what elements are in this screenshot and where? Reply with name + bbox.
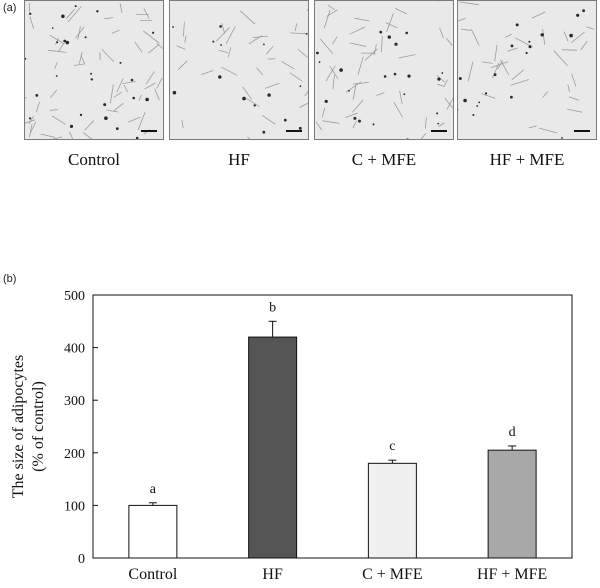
plot-frame xyxy=(92,294,573,559)
micrograph-hf-mfe xyxy=(457,0,597,140)
y-axis-label-unit: (% of control) xyxy=(30,381,47,472)
y-tick-label: 500 xyxy=(64,289,85,304)
x-tick-label: Control xyxy=(128,566,177,583)
bar xyxy=(128,504,178,559)
x-tick-label: C + MFE xyxy=(362,566,423,583)
significance-letter: a xyxy=(150,482,157,497)
micrograph-control xyxy=(24,0,164,140)
micrograph-label-hf: HF xyxy=(228,150,250,169)
micrograph-label-c-mfe: C + MFE xyxy=(351,150,417,169)
bar xyxy=(487,449,537,559)
x-tick-label: HF + MFE xyxy=(477,566,547,583)
micrograph-c-mfe xyxy=(314,0,454,140)
y-tick-label: 400 xyxy=(64,342,85,357)
adipocyte-texture xyxy=(172,9,308,139)
panel-a-tag: (a) xyxy=(3,2,17,14)
scale-bar xyxy=(431,130,447,132)
y-tick-label: 100 xyxy=(64,499,85,514)
micrograph-label-hf-mfe: HF + MFE xyxy=(489,150,565,169)
x-tick-label: HF xyxy=(262,566,283,583)
panel-b-tag: (b) xyxy=(3,273,17,285)
adipocyte-texture xyxy=(458,1,595,139)
scale-bar xyxy=(574,130,590,132)
micrograph-hf xyxy=(169,0,309,140)
y-axis-label: The size of adipocytes xyxy=(10,355,27,499)
scale-bar xyxy=(141,130,157,132)
scale-bar xyxy=(286,130,302,132)
significance-letter: b xyxy=(269,300,276,315)
significance-letter: c xyxy=(389,439,395,454)
bar xyxy=(367,462,417,559)
y-tick-label: 200 xyxy=(64,447,85,462)
bar xyxy=(248,336,298,559)
adipocyte-texture xyxy=(25,3,163,139)
adipocyte-size-bar-chart: 0 100 200 300 400 500 a Control b HF c C + MFE d HF +… xyxy=(10,289,573,583)
adipocyte-texture xyxy=(315,1,453,139)
significance-letter: d xyxy=(509,425,516,440)
micrograph-label-control: Control xyxy=(68,150,120,169)
y-tick-label: 300 xyxy=(64,394,85,409)
y-tick-label: 0 xyxy=(78,552,85,567)
